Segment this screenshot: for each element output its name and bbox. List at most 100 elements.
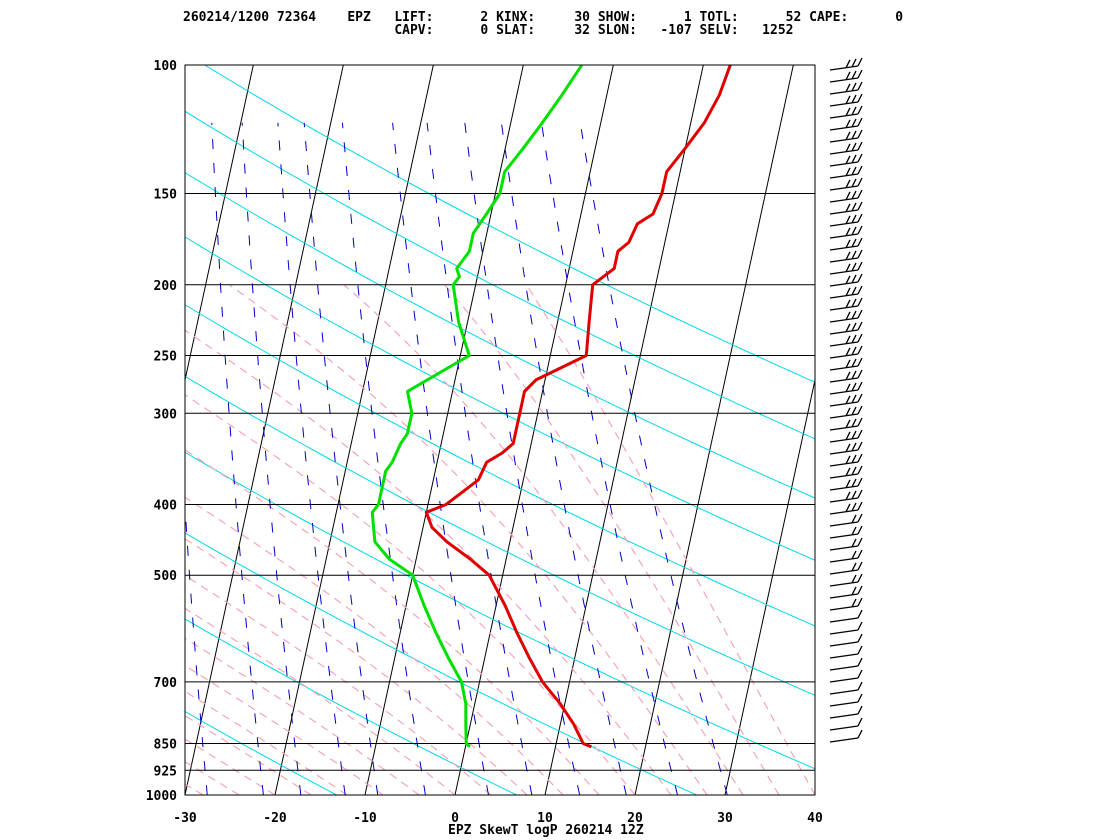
wind-barb (829, 561, 863, 575)
wind-barb-staff (829, 653, 859, 659)
wind-barb-flag (845, 239, 851, 249)
wind-barb-flag (845, 71, 851, 81)
wind-barb-staff (829, 209, 859, 215)
wind-barb-staff (829, 77, 859, 83)
mixing-ratio-line (113, 123, 142, 795)
moist-adiabat-line (185, 665, 384, 795)
wind-barb-flag (857, 165, 863, 175)
wind-barb-flag (857, 537, 863, 547)
wind-barb (829, 417, 863, 431)
wind-barb-flag (851, 382, 857, 392)
wind-barb (829, 645, 863, 659)
wind-barb-flag (851, 430, 857, 440)
wind-barb-flag (857, 345, 863, 355)
wind-barb-flag (845, 59, 851, 69)
wind-barb-flag (845, 443, 851, 453)
wind-barb-flag (845, 275, 851, 285)
moist-adiabat-line (185, 449, 600, 795)
wind-barb (829, 549, 863, 563)
wind-barb (829, 333, 863, 347)
isotherm-line (185, 65, 254, 383)
wind-barb (829, 201, 863, 215)
wind-barb-flag (857, 561, 863, 571)
wind-barb-staff (829, 461, 859, 467)
wind-barb-flag (857, 297, 863, 307)
wind-barb-staff (829, 521, 859, 527)
wind-barb (829, 681, 863, 695)
isotherm-line (724, 377, 815, 795)
wind-barb-flag (857, 669, 863, 679)
isotherm-line (364, 65, 524, 795)
chart-title: EPZ SkewT logP 260214 12Z (448, 823, 644, 838)
wind-barb-flag (857, 621, 863, 631)
wind-barb-staff (829, 629, 859, 635)
wind-barb-flag (851, 550, 857, 560)
mixing-ratio-line (392, 122, 489, 795)
wind-barb-flag (851, 118, 857, 128)
wind-barb-flag (857, 249, 863, 259)
wind-barb-staff (829, 413, 859, 419)
temperature-tick-label: 30 (717, 811, 733, 826)
mixing-ratio-line (464, 122, 581, 795)
wind-barb (829, 261, 863, 275)
wind-barb-flag (857, 465, 863, 475)
wind-barb-staff (829, 449, 859, 455)
wind-barb-flag (857, 657, 863, 667)
wind-barb-flag (857, 549, 863, 559)
wind-barb-flag (845, 407, 851, 417)
wind-barb-flag (845, 311, 851, 321)
pressure-tick-label: 250 (154, 349, 178, 364)
moist-adiabat-line (444, 284, 780, 795)
wind-barb-staff (829, 233, 859, 239)
pressure-tick-label: 100 (154, 59, 178, 74)
wind-barb (829, 429, 863, 443)
temperature-profile (424, 65, 732, 749)
wind-barb-flag (851, 358, 857, 368)
wind-barb-staff (829, 305, 859, 311)
moist-adiabat-line (0, 285, 95, 795)
wind-barb-staff (829, 533, 859, 539)
wind-barb-staff (829, 137, 859, 143)
moist-adiabat-line (185, 738, 276, 795)
sounding-profiles (370, 65, 732, 749)
wind-barb-flag (851, 442, 857, 452)
wind-barb-flag (851, 466, 857, 476)
wind-barb-flag (857, 489, 863, 499)
wind-barb-flag (857, 225, 863, 235)
wind-barb-staff (829, 485, 859, 491)
wind-barb-flag (845, 455, 851, 465)
wind-barb-flag (851, 250, 857, 260)
wind-barb-staff (829, 401, 859, 407)
wind-barb (829, 693, 863, 707)
wind-barb-flag (857, 429, 863, 439)
wind-barb-flag (857, 645, 863, 655)
wind-barb-flag (851, 322, 857, 332)
wind-barb-staff (829, 509, 859, 515)
wind-barb-flag (851, 574, 857, 584)
temperature-tick-label: -10 (353, 811, 377, 826)
dry-adiabat-line (185, 110, 815, 440)
wind-barb-flag (851, 190, 857, 200)
wind-barb-staff (829, 221, 859, 227)
wind-barb (829, 309, 863, 323)
wind-barb (829, 609, 863, 623)
wind-barb (829, 69, 863, 83)
wind-barb (829, 669, 863, 683)
wind-barb (829, 369, 863, 383)
wind-barb-flag (851, 286, 857, 296)
dry-adiabat-line (185, 532, 697, 795)
wind-barb-flag (845, 287, 851, 297)
isotherm-line (274, 65, 434, 795)
mixing-ratio-line (62, 123, 81, 795)
wind-barb-flag (857, 141, 863, 151)
wind-barb (829, 525, 863, 539)
moist-adiabat-line (185, 496, 564, 795)
wind-barb-flag (851, 274, 857, 284)
wind-barb-flag (851, 478, 857, 488)
mixing-ratio-line (579, 122, 728, 795)
temperature-tick-label: 10 (537, 811, 553, 826)
wind-barb-staff (829, 605, 859, 611)
wind-barb-flag (857, 105, 863, 115)
wind-barb-flag (851, 370, 857, 380)
wind-barb-flag (857, 93, 863, 103)
